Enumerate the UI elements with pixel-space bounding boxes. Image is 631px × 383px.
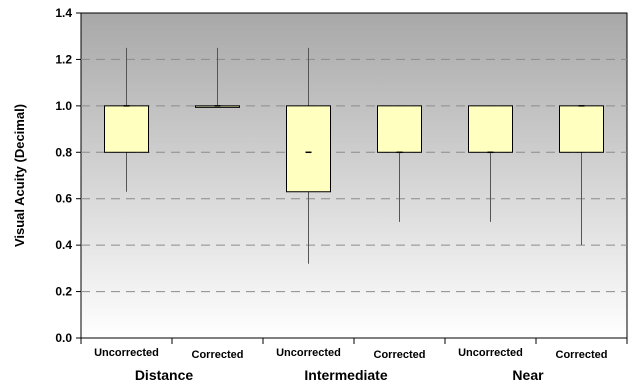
x-axis-groups: Distance Intermediate Near bbox=[135, 367, 544, 383]
box-iqr bbox=[286, 105, 331, 193]
y-tick-label: 0.6 bbox=[55, 192, 72, 206]
y-tick-label: 0.4 bbox=[55, 238, 72, 252]
boxes bbox=[104, 47, 604, 264]
x-category-label: Uncorrected bbox=[458, 347, 523, 359]
x-group-label: Intermediate bbox=[304, 367, 387, 383]
x-group-label: Near bbox=[512, 367, 544, 383]
y-axis-ticks: 0.0 0.2 0.4 0.6 0.8 1.0 1.2 1.4 bbox=[55, 6, 81, 345]
box-iqr bbox=[104, 105, 149, 153]
x-category-label: Corrected bbox=[192, 349, 244, 361]
y-axis-label: Visual Acuity (Decimal) bbox=[12, 104, 27, 247]
x-axis-categories: Uncorrected Corrected Uncorrected Corrected… bbox=[80, 338, 628, 361]
box-iqr bbox=[559, 105, 604, 153]
plot-area bbox=[80, 12, 628, 339]
box-1 bbox=[104, 47, 149, 192]
box-5 bbox=[468, 105, 513, 222]
box-2 bbox=[195, 47, 240, 108]
y-tick-label: 1.0 bbox=[55, 99, 72, 113]
x-category-label: Uncorrected bbox=[94, 347, 159, 359]
y-tick-label: 1.2 bbox=[55, 52, 72, 66]
y-tick-label: 0.8 bbox=[55, 145, 72, 159]
box-4 bbox=[377, 105, 422, 222]
box-6 bbox=[559, 105, 604, 246]
y-tick-label: 1.4 bbox=[55, 6, 72, 20]
box-iqr bbox=[468, 105, 513, 153]
x-category-label: Corrected bbox=[556, 349, 608, 361]
x-category-label: Uncorrected bbox=[276, 347, 341, 359]
gridlines bbox=[81, 58, 627, 293]
y-tick-label: 0.0 bbox=[55, 331, 72, 345]
x-category-label: Corrected bbox=[374, 349, 426, 361]
y-tick-label: 0.2 bbox=[55, 285, 72, 299]
x-group-label: Distance bbox=[135, 367, 194, 383]
box-3 bbox=[286, 47, 331, 264]
box-iqr bbox=[377, 105, 422, 153]
